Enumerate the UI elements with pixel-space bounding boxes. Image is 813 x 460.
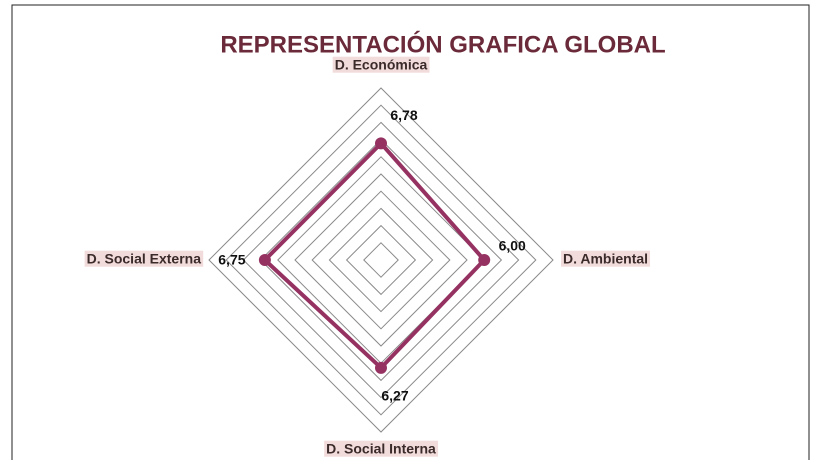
category-label: D. Social Externa — [87, 251, 202, 267]
data-point — [258, 254, 271, 266]
grid-ring — [345, 224, 417, 296]
grid-ring — [328, 207, 434, 313]
category-label-group: D. Social Interna — [324, 440, 439, 457]
category-label-bg — [324, 440, 439, 457]
category-label-bg — [332, 56, 430, 73]
category-label-bg — [84, 250, 204, 267]
data-point — [375, 137, 387, 150]
grid-ring — [311, 190, 451, 330]
chart-title: REPRESENTACIÓN GRAFICA GLOBAL — [220, 30, 665, 58]
category-label-group: D. Económica — [332, 56, 430, 73]
grid-ring — [363, 242, 399, 278]
category-label: D. Económica — [335, 57, 428, 73]
grid-ring — [242, 121, 520, 399]
value-label: 6,00 — [499, 238, 526, 254]
value-label: 6,27 — [381, 388, 408, 404]
grid-ring — [259, 138, 503, 382]
grid-ring — [208, 87, 554, 433]
category-label-group: D. Social Externa — [84, 250, 204, 267]
value-label: 6,78 — [390, 107, 417, 123]
data-point — [478, 254, 491, 266]
grid-ring — [294, 173, 468, 347]
category-label-group: D. Ambiental — [561, 250, 651, 267]
value-label: 6,75 — [218, 252, 245, 268]
data-point — [375, 361, 387, 374]
grid-ring — [225, 104, 537, 416]
chart-frame — [11, 4, 810, 460]
category-label: D. Ambiental — [563, 251, 648, 267]
category-label: D. Social Interna — [326, 441, 436, 457]
category-label-bg — [561, 250, 651, 267]
